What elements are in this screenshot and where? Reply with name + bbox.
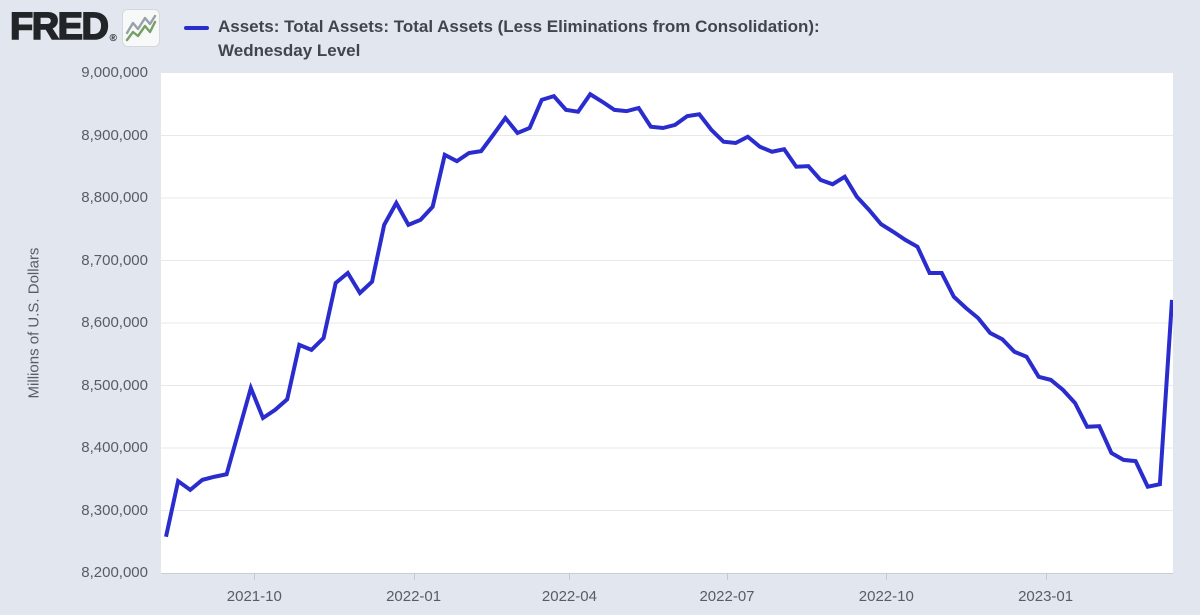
legend: Assets: Total Assets: Total Assets (Less… — [184, 15, 820, 63]
y-tick-label: 8,500,000 — [81, 376, 148, 394]
plot-area[interactable] — [161, 73, 1173, 574]
x-tick-mark — [569, 573, 571, 580]
y-tick-label: 9,000,000 — [81, 64, 148, 81]
y-tick-label: 8,800,000 — [81, 189, 148, 206]
x-tick-mark — [1045, 573, 1047, 580]
sparkline-chart-icon — [121, 9, 160, 52]
chart-canvas — [161, 91, 1173, 538]
series-line[interactable] — [164, 91, 1173, 538]
registered-trademark: ® — [109, 33, 117, 44]
series-title-line2: Wednesday Level — [218, 41, 361, 60]
fred-logo: FRED ® — [9, 5, 160, 52]
y-tick-label: 8,300,000 — [81, 501, 148, 519]
x-tick-mark — [727, 573, 728, 580]
x-tick-label: 2022-07 — [699, 588, 755, 605]
x-tick-label: 2023-01 — [1018, 588, 1074, 605]
x-tick-label: 2022-10 — [858, 588, 914, 605]
y-tick-label: 8,700,000 — [81, 251, 148, 269]
x-tick-mark — [413, 573, 415, 580]
y-tick-label: 8,400,000 — [81, 439, 148, 456]
x-tick-mark — [254, 573, 256, 580]
y-tick-label: 8,200,000 — [81, 564, 148, 581]
series-title-line1: Assets: Total Assets: Total Assets (Less… — [218, 17, 820, 36]
y-tick-label: 8,600,000 — [81, 314, 148, 331]
series-title: Assets: Total Assets: Total Assets (Less… — [218, 15, 820, 63]
x-tick-label: 2021-10 — [226, 588, 282, 605]
x-tick-mark — [886, 573, 888, 580]
legend-line-marker — [184, 26, 209, 30]
y-tick-label: 8,900,000 — [81, 126, 148, 144]
x-tick-label: 2022-01 — [386, 588, 442, 605]
fred-logo-text: FRED — [9, 5, 110, 49]
x-tick-label: 2022-04 — [541, 588, 597, 605]
